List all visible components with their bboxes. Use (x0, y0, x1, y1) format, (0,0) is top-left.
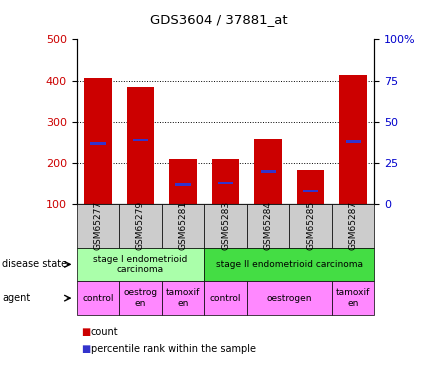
Text: agent: agent (2, 293, 30, 303)
Bar (127, 87, 154, 204)
Text: GSM65277: GSM65277 (93, 201, 102, 250)
Text: percentile rank within the sample: percentile rank within the sample (91, 344, 256, 354)
Bar (303, 190, 318, 192)
Bar (133, 139, 148, 141)
Bar (339, 75, 367, 204)
Text: ■: ■ (81, 344, 90, 354)
Text: ■: ■ (81, 327, 90, 337)
Text: disease state: disease state (2, 260, 67, 269)
Bar (84, 78, 112, 204)
Text: GDS3604 / 37881_at: GDS3604 / 37881_at (150, 13, 288, 26)
Text: GSM65287: GSM65287 (349, 201, 358, 250)
Text: GSM65281: GSM65281 (179, 201, 187, 250)
Bar (218, 182, 233, 184)
Text: GSM65284: GSM65284 (264, 201, 272, 250)
Text: oestrog
en: oestrog en (124, 288, 158, 308)
Text: tamoxif
en: tamoxif en (166, 288, 200, 308)
Text: control: control (82, 294, 114, 303)
Text: count: count (91, 327, 118, 337)
Bar (90, 142, 106, 145)
Bar (297, 170, 325, 204)
Text: oestrogen: oestrogen (267, 294, 312, 303)
Text: stage II endometrioid carcinoma: stage II endometrioid carcinoma (216, 260, 363, 269)
Bar (169, 159, 197, 204)
Bar (346, 141, 361, 143)
Text: stage I endometrioid
carcinoma: stage I endometrioid carcinoma (93, 255, 187, 274)
Bar (212, 159, 240, 204)
Bar (175, 183, 191, 186)
Text: GSM65279: GSM65279 (136, 201, 145, 250)
Text: tamoxif
en: tamoxif en (336, 288, 371, 308)
Text: control: control (210, 294, 241, 303)
Bar (254, 139, 282, 204)
Text: GSM65283: GSM65283 (221, 201, 230, 250)
Bar (261, 170, 276, 172)
Text: GSM65285: GSM65285 (306, 201, 315, 250)
